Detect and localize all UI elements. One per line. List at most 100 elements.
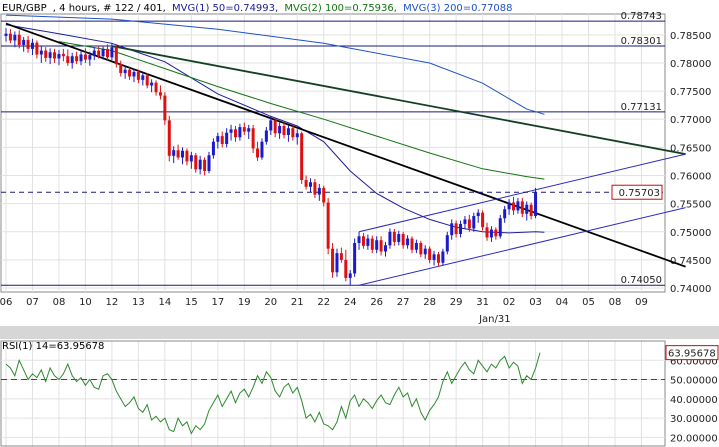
candle-body — [511, 202, 515, 211]
candle-body — [114, 47, 118, 65]
x-tick-label: 07 — [26, 297, 39, 308]
candle-body — [414, 243, 418, 250]
x-tick-label: 26 — [370, 297, 383, 308]
moving-average-3 — [5, 14, 545, 115]
candle-body — [370, 238, 374, 250]
candle-body — [233, 129, 237, 138]
current-price-label: 0.75703 — [619, 188, 660, 199]
current-price-box — [611, 184, 663, 200]
x-tick-label: 31 — [476, 297, 489, 308]
price-y-tick-label: 0.77000 — [670, 115, 711, 126]
candle-body — [13, 34, 17, 41]
candle-body — [225, 132, 229, 144]
candle-body — [436, 254, 440, 263]
candle-body — [163, 95, 167, 121]
price-level-label: 0.77131 — [621, 102, 662, 113]
rsi-plot-area — [0, 340, 666, 447]
candle-body — [454, 223, 458, 235]
candle-body — [300, 133, 304, 181]
candle-body — [472, 216, 476, 229]
candle-body — [463, 219, 467, 224]
candle-body — [450, 223, 454, 236]
chart-header: EUR/GBP , 4 hours, # 122 / 401, MVG(1) 5… — [2, 3, 513, 14]
rsi-y-tick-label: 30.00000 — [670, 414, 718, 425]
candle-body — [441, 251, 445, 263]
candle-body — [516, 201, 520, 211]
candle-body — [105, 48, 109, 58]
candle-body — [185, 150, 189, 162]
price-level-label: 0.78301 — [621, 36, 662, 47]
candle-body — [335, 253, 339, 273]
candle-body — [181, 150, 185, 158]
rsi-y-tick-label: 50.00000 — [670, 376, 718, 387]
candle-body — [366, 238, 370, 246]
x-tick-label: 14 — [159, 297, 172, 308]
candle-body — [4, 33, 8, 36]
candle-body — [260, 141, 264, 158]
candle-body — [459, 223, 463, 235]
candle-body — [70, 56, 74, 63]
candle-body — [295, 133, 299, 138]
candle-body — [167, 120, 171, 156]
candle-body — [317, 187, 321, 195]
x-tick-label: 27 — [397, 297, 410, 308]
candle-body — [322, 187, 326, 203]
rsi-current-box — [665, 345, 719, 361]
candle-body — [57, 53, 61, 59]
candle-body — [216, 136, 220, 142]
candle-body — [331, 248, 335, 273]
candle-body — [353, 243, 357, 274]
candle-body — [242, 127, 246, 132]
candle-body — [348, 273, 352, 278]
candle-body — [97, 50, 101, 57]
candle-body — [339, 253, 343, 260]
candle-body — [26, 39, 30, 49]
x-tick-label: 08 — [53, 297, 66, 308]
candle-body — [203, 159, 207, 172]
candle-body — [154, 82, 158, 93]
candle-body — [476, 212, 480, 217]
price-y-tick-label: 0.75500 — [670, 200, 711, 211]
x-tick-label: 09 — [635, 297, 648, 308]
candle-body — [379, 240, 383, 252]
panel-separator — [0, 326, 719, 339]
x-tick-label: 29 — [450, 297, 463, 308]
x-tick-label: 28 — [423, 297, 436, 308]
mvg3-label: MVG(3) 200=0.77088 — [403, 3, 512, 14]
candle-body — [229, 129, 233, 133]
moving-average-2 — [58, 41, 545, 180]
candle-body — [110, 47, 114, 58]
candle-body — [79, 54, 83, 62]
trendline-channel — [358, 207, 686, 286]
x-tick-label: 22 — [317, 297, 330, 308]
rsi-header: RSI(1) 14=63.95678 — [2, 341, 104, 352]
candle-body — [30, 42, 34, 49]
candle-body — [326, 202, 330, 249]
candle-body — [256, 148, 260, 158]
candle-body — [132, 71, 136, 77]
x-tick-label: 04 — [556, 297, 569, 308]
price-y-tick-label: 0.76500 — [670, 143, 711, 154]
rsi-current-label: 63.95678 — [668, 349, 716, 360]
candle-body — [61, 53, 65, 57]
candle-body — [313, 182, 317, 195]
candle-body — [344, 259, 348, 278]
candle-body — [304, 180, 308, 187]
x-tick-label: 24 — [344, 297, 357, 308]
candle-body — [172, 150, 176, 156]
candle-body — [520, 201, 524, 214]
price-y-tick-label: 0.77500 — [670, 87, 711, 98]
candle-body — [141, 75, 145, 80]
candle-body — [66, 56, 70, 63]
rsi-line — [5, 352, 541, 435]
mvg1-label: MVG(1) 50=0.74993, — [172, 3, 278, 14]
rsi-y-tick-label: 40.00000 — [670, 395, 718, 406]
candle-body — [423, 248, 427, 255]
x-tick-label: 05 — [582, 297, 595, 308]
candle-body — [176, 150, 180, 158]
candle-body — [507, 202, 511, 210]
candle-body — [432, 254, 436, 260]
candle-body — [158, 92, 162, 96]
candle-body — [220, 136, 224, 144]
price-y-tick-label: 0.78000 — [670, 59, 711, 70]
